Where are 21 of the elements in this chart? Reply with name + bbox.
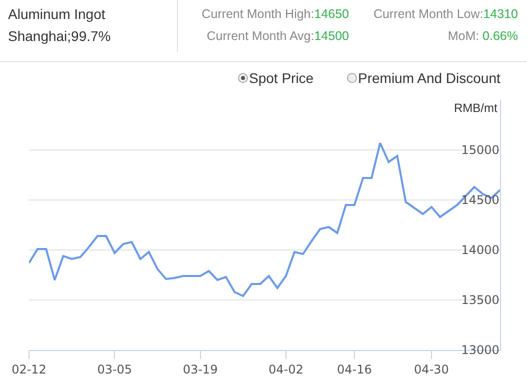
chart-title: Aluminum Ingot: [8, 6, 106, 22]
text: Current Month High:14650: [202, 7, 349, 21]
line-series: [29, 142, 500, 297]
x-tick-label: 04-02: [268, 362, 304, 376]
x-tick-label: 03-19: [182, 362, 218, 376]
text: Spot Price: [249, 70, 314, 86]
y-tick-label: 14000: [461, 243, 500, 258]
text: MoM: 0.66%: [448, 29, 518, 43]
text: Premium And Discount: [358, 70, 500, 86]
x-tick-label: 02-12: [12, 362, 46, 376]
y-axis-title: RMB/mt: [454, 101, 498, 115]
y-tick-label: 14500: [461, 193, 500, 208]
x-tick-label: 04-16: [336, 362, 372, 376]
y-tick-label: 13500: [461, 293, 500, 308]
y-tick-label: 13000: [461, 343, 500, 358]
text: Current Month Low:14310: [373, 7, 518, 21]
x-tick-label: 03-05: [97, 362, 132, 376]
text: Current Month Avg:14500: [206, 29, 349, 43]
y-tick-label: 15000: [461, 143, 500, 158]
chart-subtitle: Shanghai;99.7%: [8, 28, 111, 44]
x-tick-label: 04-30: [414, 362, 449, 376]
